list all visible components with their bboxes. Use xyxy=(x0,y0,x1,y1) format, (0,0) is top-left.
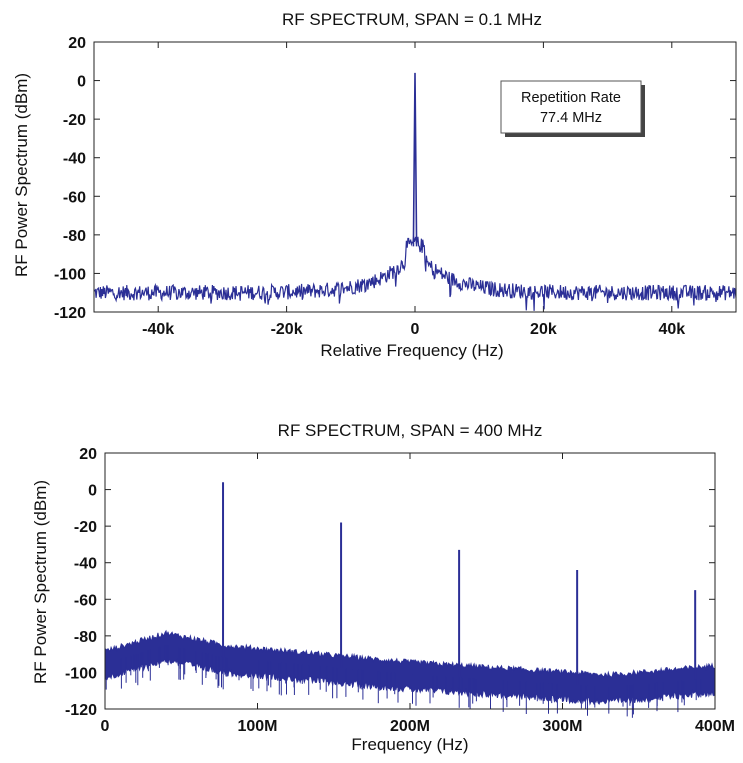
carrier-peak xyxy=(412,72,418,247)
x-axis-label: Frequency (Hz) xyxy=(351,735,468,754)
x-tick-label: 0 xyxy=(411,321,420,338)
x-axis-label: Relative Frequency (Hz) xyxy=(320,341,503,360)
annotation-box: Repetition Rate 77.4 MHz xyxy=(500,80,645,137)
y-tick-label: -20 xyxy=(74,519,97,536)
chart-rf-spectrum-narrow: RF SPECTRUM, SPAN = 0.1 MHz Relative Fre… xyxy=(0,0,743,375)
y-tick-label: -100 xyxy=(65,665,97,682)
plot-frame xyxy=(93,41,737,313)
y-tick-label: 20 xyxy=(79,446,97,463)
y-tick-label: -60 xyxy=(74,592,97,609)
y-tick-label: -40 xyxy=(74,556,97,573)
y-tick-label: 0 xyxy=(77,74,86,91)
x-tick-label: 200M xyxy=(390,718,430,735)
x-tick-label: 100M xyxy=(237,718,277,735)
chart-rf-spectrum-wide: RF SPECTRUM, SPAN = 400 MHz Frequency (H… xyxy=(0,410,743,763)
annotation-line-2: 77.4 MHz xyxy=(540,110,602,126)
chart-title: RF SPECTRUM, SPAN = 400 MHz xyxy=(278,421,543,440)
chart-svg-narrow: RF SPECTRUM, SPAN = 0.1 MHz Relative Fre… xyxy=(12,10,737,360)
y-tick-label: -100 xyxy=(54,266,86,283)
x-tick-label: -20k xyxy=(271,321,303,338)
x-tick-label: 300M xyxy=(542,718,582,735)
series-trace xyxy=(93,236,737,311)
x-tick-label: 400M xyxy=(695,718,735,735)
annotation-line-1: Repetition Rate xyxy=(521,90,621,106)
y-tick-label: -40 xyxy=(63,151,86,168)
y-axis-label: RF Power Spectrum (dBm) xyxy=(31,480,50,684)
plot-frame xyxy=(104,452,716,710)
y-tick-label: -60 xyxy=(63,189,86,206)
x-tick-label: 20k xyxy=(530,321,557,338)
x-tick-label: -40k xyxy=(142,321,174,338)
y-tick-label: -80 xyxy=(63,228,86,245)
y-tick-label: -120 xyxy=(54,305,86,322)
y-tick-label: 20 xyxy=(68,35,86,52)
y-tick-label: -120 xyxy=(65,702,97,719)
y-tick-label: -20 xyxy=(63,112,86,129)
chart-title: RF SPECTRUM, SPAN = 0.1 MHz xyxy=(282,10,542,29)
y-tick-label: 0 xyxy=(88,483,97,500)
x-tick-label: 0 xyxy=(101,718,110,735)
y-axis-label: RF Power Spectrum (dBm) xyxy=(12,73,31,277)
chart-svg-wide: RF SPECTRUM, SPAN = 400 MHz Frequency (H… xyxy=(31,421,735,754)
x-tick-label: 40k xyxy=(658,321,685,338)
y-tick-label: -80 xyxy=(74,629,97,646)
